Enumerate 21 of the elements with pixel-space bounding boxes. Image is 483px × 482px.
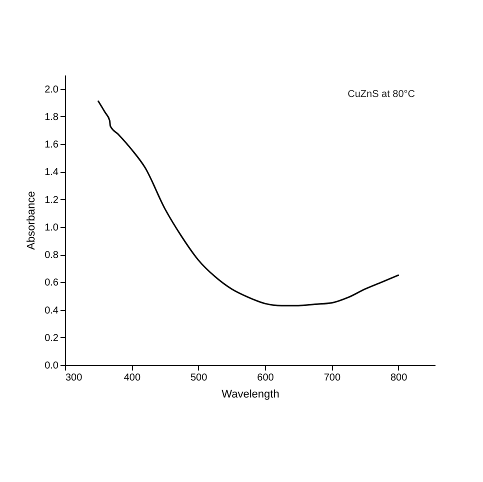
y-tick-label: 0.0 xyxy=(44,360,59,372)
x-tick-label: 800 xyxy=(390,372,408,384)
y-tick-label: 0.2 xyxy=(44,332,59,344)
y-tick-label: 1.0 xyxy=(44,222,59,234)
line-series xyxy=(98,100,400,306)
x-tick-label: 700 xyxy=(324,372,341,384)
y-tick-label: 1.4 xyxy=(44,167,59,178)
x-tick-label: 300 xyxy=(66,372,83,384)
x-tick-label: 500 xyxy=(190,372,208,384)
y-tick-label: 0.8 xyxy=(44,250,59,262)
x-tick-label: 600 xyxy=(257,372,274,384)
y-tick-label: 0.4 xyxy=(44,305,59,316)
x-tick-label: 400 xyxy=(124,372,141,384)
y-tick-label: 1.6 xyxy=(44,140,59,151)
y-axis-title: Absorbance xyxy=(26,191,38,250)
y-tick-label: 2.0 xyxy=(44,84,59,96)
y-tick-label: 1.2 xyxy=(44,194,59,206)
annotation: CuZnS at 80°C xyxy=(348,89,415,100)
x-axis-title: Wavelength xyxy=(222,388,280,400)
y-tick-label: 1.8 xyxy=(44,112,59,123)
y-tick-label: 0.6 xyxy=(44,278,59,289)
